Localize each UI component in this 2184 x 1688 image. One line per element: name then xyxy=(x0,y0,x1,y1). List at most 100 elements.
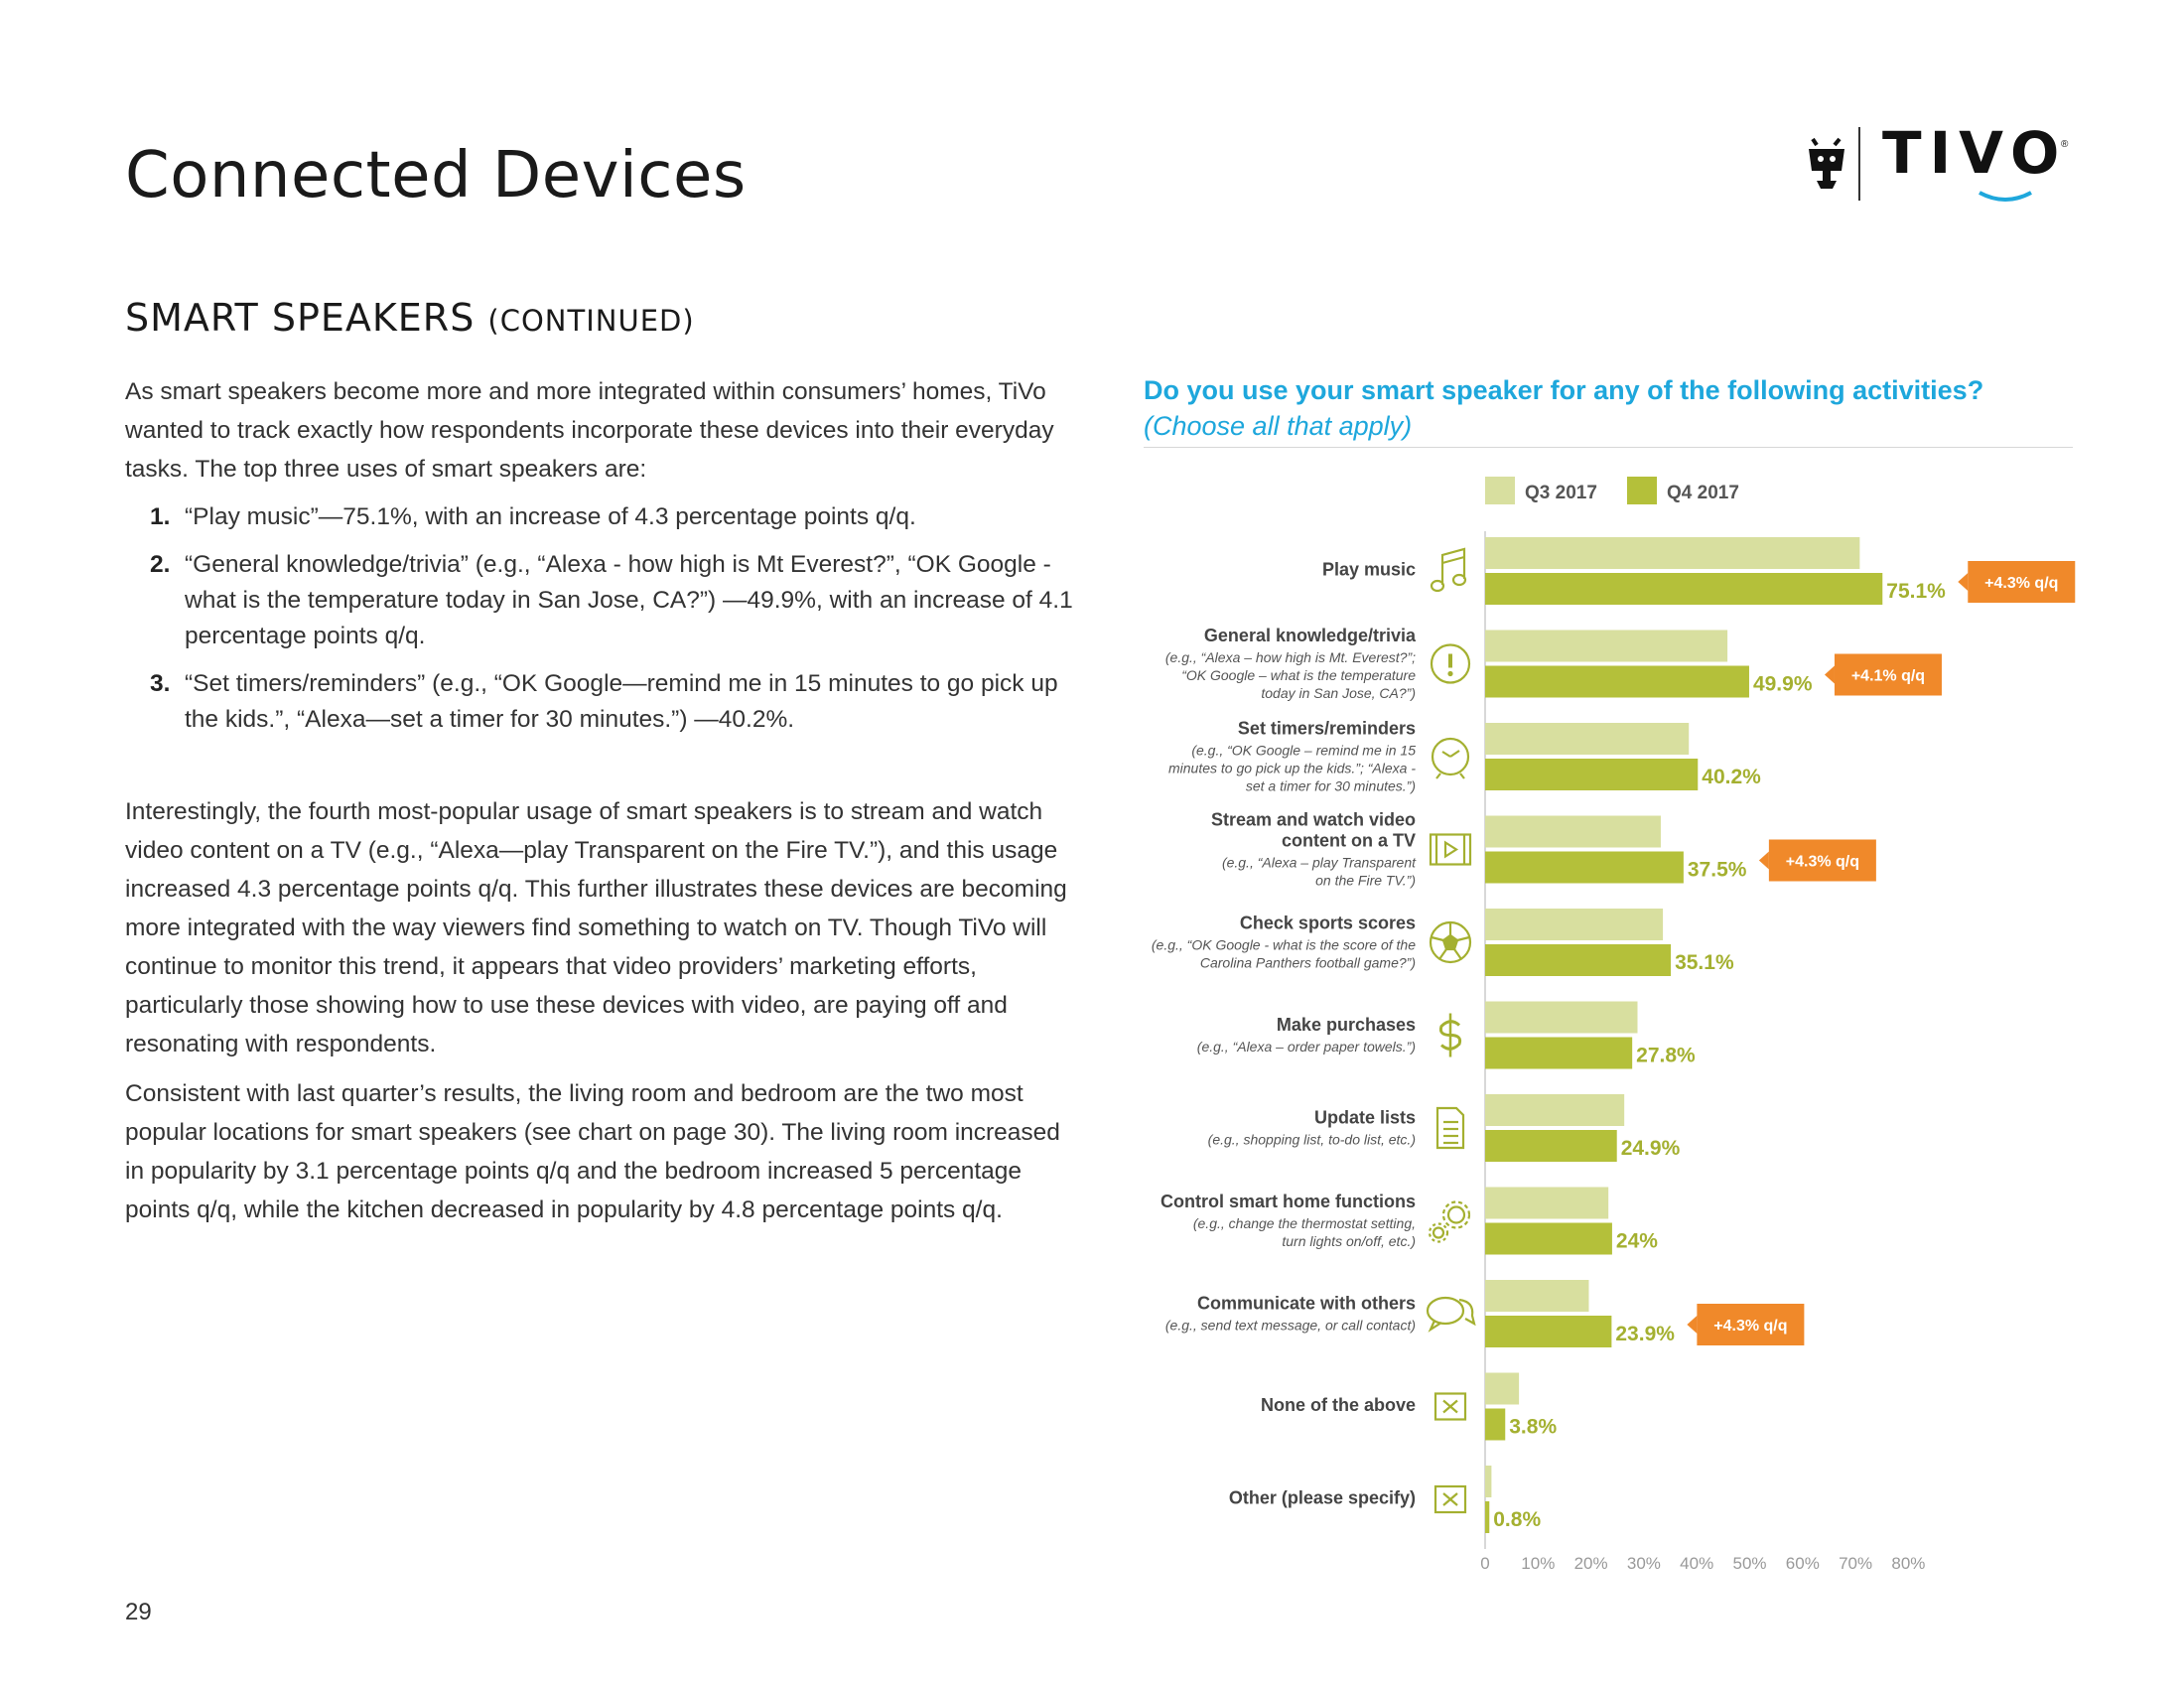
x-tick-label: 60% xyxy=(1786,1554,1820,1573)
category-label: content on a TV xyxy=(1282,831,1416,851)
section-title-suffix: (CONTINUED) xyxy=(487,304,695,338)
category-example: (e.g., shopping list, to-do list, etc.) xyxy=(1208,1132,1416,1148)
list-text: “Play music”—75.1%, with an increase of … xyxy=(185,503,916,530)
value-label: 3.8% xyxy=(1509,1416,1557,1439)
smart-speaker-activities-chart: Q3 2017 Q4 2017 75.1% +4.3% q/q Play music 49… xyxy=(1152,477,2076,1573)
category-label: Play music xyxy=(1322,560,1416,580)
change-badge xyxy=(1768,839,1876,882)
change-badge-label: +4.3% q/q xyxy=(1984,575,2058,592)
bar-q4 xyxy=(1485,1501,1490,1533)
change-badge xyxy=(1697,1304,1805,1345)
category-example: minutes to go pick up the kids.”; “Alexa… xyxy=(1168,761,1416,776)
change-badge-pointer xyxy=(1958,573,1969,591)
video-play-icon xyxy=(1429,833,1472,866)
bar-q3 xyxy=(1485,1001,1638,1034)
x-tick-label: 40% xyxy=(1680,1554,1713,1573)
bar-q4 xyxy=(1485,759,1699,790)
clock-icon xyxy=(1431,737,1470,779)
bar-q4 xyxy=(1485,1316,1612,1347)
list-text: “General knowledge/trivia” (e.g., “Alexa… xyxy=(185,551,1073,649)
category-label: Other (please specify) xyxy=(1229,1488,1416,1508)
value-label: 35.1% xyxy=(1675,951,1734,974)
bar-q4 xyxy=(1485,665,1749,698)
legend-swatch-q3 xyxy=(1485,477,1515,504)
category-example: set a timer for 30 minutes.”) xyxy=(1246,778,1416,794)
value-label: 37.5% xyxy=(1688,859,1747,882)
tivo-mascot-icon xyxy=(1809,137,1844,189)
bar-q3 xyxy=(1485,1466,1492,1497)
section-title: SMART SPEAKERS (CONTINUED) xyxy=(125,296,695,340)
category-label: Make purchases xyxy=(1277,1015,1416,1035)
change-badge-label: +4.3% q/q xyxy=(1786,854,1859,871)
list-number: 2. xyxy=(150,551,171,578)
x-tick-label: 70% xyxy=(1839,1554,1872,1573)
category-label: Update lists xyxy=(1314,1108,1416,1128)
x-tick-label: 0 xyxy=(1480,1554,1489,1573)
category-example: (e.g., change the thermostat setting, xyxy=(1193,1215,1416,1231)
bar-q4 xyxy=(1485,1037,1633,1069)
x-tick-label: 10% xyxy=(1521,1554,1555,1573)
value-label: 23.9% xyxy=(1615,1323,1675,1345)
registered-mark: ® xyxy=(2061,139,2069,150)
value-label: 24.9% xyxy=(1621,1137,1681,1160)
soccer-ball-icon xyxy=(1429,920,1472,964)
top-uses-list: 1. “Play music”—75.1%, with an increase … xyxy=(125,499,1078,750)
list-item: 3. “Set timers/reminders” (e.g., “OK Goo… xyxy=(125,666,1078,738)
music-note-icon xyxy=(1430,547,1467,593)
list-number: 3. xyxy=(150,670,171,697)
category-example: Carolina Panthers football game?”) xyxy=(1200,955,1416,971)
logo-smile-icon xyxy=(1979,191,2032,202)
category-example: (e.g., “OK Google - what is the score of… xyxy=(1152,937,1416,953)
x-tick-label: 80% xyxy=(1891,1554,1925,1573)
change-badge-label: +4.3% q/q xyxy=(1713,1318,1787,1335)
category-label: Check sports scores xyxy=(1240,914,1416,933)
legend-swatch-q4 xyxy=(1627,477,1657,504)
x-tick-label: 20% xyxy=(1574,1554,1608,1573)
category-label: General knowledge/trivia xyxy=(1204,626,1417,645)
x-box-icon xyxy=(1433,1484,1467,1514)
speech-bubbles-icon xyxy=(1426,1296,1476,1333)
bar-q3 xyxy=(1485,537,1860,569)
value-label: 24% xyxy=(1616,1230,1658,1253)
category-example: (e.g., “Alexa – play Transparent xyxy=(1222,855,1417,871)
dollar-icon xyxy=(1438,1013,1462,1057)
list-item: 1. “Play music”—75.1%, with an increase … xyxy=(125,499,1078,535)
bar-q4 xyxy=(1485,944,1672,976)
bar-q3 xyxy=(1485,815,1661,848)
page-number: 29 xyxy=(125,1599,152,1625)
list-document-icon xyxy=(1435,1106,1465,1150)
legend-label-q3: Q3 2017 xyxy=(1525,483,1597,503)
change-badge-label: +4.1% q/q xyxy=(1851,668,1925,685)
value-label: 75.1% xyxy=(1886,580,1946,603)
value-label: 40.2% xyxy=(1702,766,1761,788)
bar-q3 xyxy=(1485,909,1664,940)
x-box-icon xyxy=(1433,1392,1467,1421)
logo-divider xyxy=(1858,127,1860,201)
bar-q3 xyxy=(1485,1372,1520,1405)
category-example: on the Fire TV.”) xyxy=(1315,873,1416,889)
section-title-main: SMART SPEAKERS xyxy=(125,296,476,340)
change-badge-pointer xyxy=(1824,665,1835,684)
legend-label-q4: Q4 2017 xyxy=(1667,483,1739,503)
change-badge xyxy=(1968,561,2076,603)
category-label: Set timers/reminders xyxy=(1238,719,1416,739)
page-title: Connected Devices xyxy=(125,139,747,212)
list-item: 2. “General knowledge/trivia” (e.g., “Al… xyxy=(125,547,1078,654)
chart-title: Do you use your smart speaker for any of… xyxy=(1144,375,1984,405)
tivo-logo: TIVO ® xyxy=(1807,119,2075,205)
bar-q3 xyxy=(1485,1094,1625,1126)
exclamation-icon xyxy=(1430,643,1471,684)
gears-icon xyxy=(1428,1200,1471,1243)
chart-subtitle: (Choose all that apply) xyxy=(1144,411,1413,441)
bar-q3 xyxy=(1485,1187,1609,1219)
value-label: 27.8% xyxy=(1636,1045,1696,1067)
list-number: 1. xyxy=(150,503,171,530)
locations-paragraph: Consistent with last quarter’s results, … xyxy=(125,1080,1060,1223)
x-tick-label: 30% xyxy=(1627,1554,1661,1573)
category-label: None of the above xyxy=(1261,1395,1416,1415)
bar-q4 xyxy=(1485,573,1883,605)
category-example: today in San Jose, CA?”) xyxy=(1261,685,1416,701)
category-example: (e.g., “Alexa – order paper towels.”) xyxy=(1197,1039,1416,1055)
trend-paragraph: Interestingly, the fourth most-popular u… xyxy=(125,798,1067,1057)
list-text: “Set timers/reminders” (e.g., “OK Google… xyxy=(185,670,1058,733)
